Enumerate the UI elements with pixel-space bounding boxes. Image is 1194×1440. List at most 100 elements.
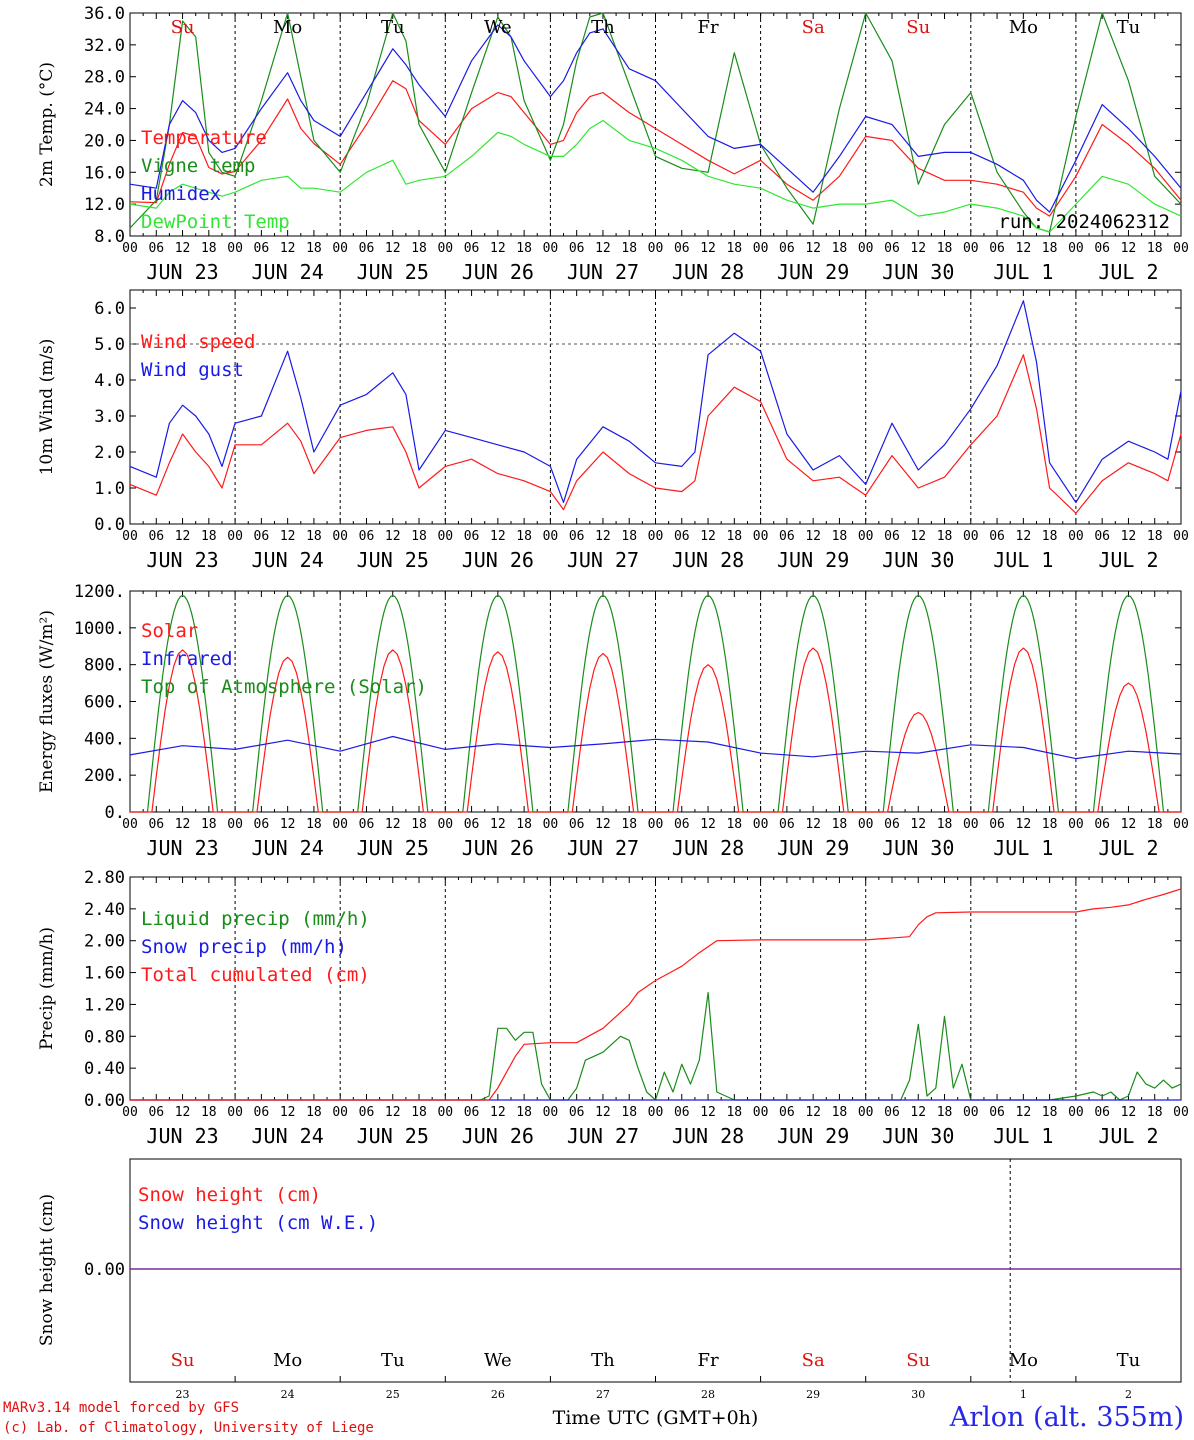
wind-panel-date-label: JUN 28 xyxy=(672,548,744,572)
temp-panel-y-tick-label: 16.0 xyxy=(84,163,125,183)
wind-panel-date-label: JUL 2 xyxy=(1098,548,1158,572)
temp-panel-hour-tick-label: 06 xyxy=(254,241,270,256)
flux-panel-hour-tick-label: 06 xyxy=(989,817,1005,832)
temp-panel-hour-tick-label: 00 xyxy=(1173,241,1189,256)
wind-panel-hour-tick-label: 06 xyxy=(359,529,375,544)
precip-panel-hour-tick-label: 12 xyxy=(1121,1105,1137,1120)
flux-panel-hour-tick-label: 18 xyxy=(621,817,637,832)
precip-panel-hour-tick-label: 06 xyxy=(674,1105,690,1120)
temp-panel-y-tick-label: 24.0 xyxy=(84,100,125,120)
temp-panel-hour-tick-label: 18 xyxy=(726,241,742,256)
wind-panel-hour-tick-label: 12 xyxy=(490,529,506,544)
precip-panel-hour-tick-label: 00 xyxy=(858,1105,874,1120)
temp-panel-weekday-label: Mo xyxy=(273,17,302,38)
precip-panel-y-axis-title: Precip (mm/h) xyxy=(37,927,57,1050)
precip-panel-hour-tick-label: 06 xyxy=(148,1105,164,1120)
flux-panel-hour-tick-label: 00 xyxy=(648,817,664,832)
wind-panel-y-tick-label: 3.0 xyxy=(94,407,125,427)
temp-panel-hour-tick-label: 12 xyxy=(1016,241,1032,256)
flux-panel-hour-tick-label: 18 xyxy=(937,817,953,832)
wind-panel-line-wind-gust xyxy=(129,300,1182,503)
flux-panel-hour-tick-label: 06 xyxy=(359,817,375,832)
precip-panel-y-tick-label: 0.80 xyxy=(84,1027,125,1047)
wind-panel-y-tick-label: 2.0 xyxy=(94,443,125,463)
x-axis-title: Time UTC (GMT+0h) xyxy=(553,1407,759,1429)
temp-panel-hour-tick-label: 06 xyxy=(779,241,795,256)
snow-panel-day-number: 28 xyxy=(701,1388,715,1401)
wind-panel-hour-tick-label: 18 xyxy=(1042,529,1058,544)
snow-panel-legend-entry: Snow height (cm) xyxy=(138,1184,321,1206)
lab-credit: (c) Lab. of Climatology, University of L… xyxy=(3,1420,374,1436)
wind-panel-legend-entry: Wind gust xyxy=(141,359,244,381)
flux-panel-y-tick-label: 400. xyxy=(84,729,125,749)
snow-panel-weekday-label: Tu xyxy=(1117,1350,1141,1371)
flux-panel-hour-tick-label: 00 xyxy=(227,817,243,832)
flux-panel-hour-tick-label: 18 xyxy=(201,817,217,832)
flux-panel-hour-tick-label: 00 xyxy=(543,817,559,832)
wind-panel-date-label: JUN 25 xyxy=(357,548,429,572)
flux-panel-y-tick-label: 1200. xyxy=(74,582,125,602)
temp-panel-date-label: JUN 29 xyxy=(777,260,849,284)
snow-panel-day-number: 29 xyxy=(806,1388,820,1401)
temp-panel-date-label: JUN 27 xyxy=(567,260,639,284)
temp-panel-hour-tick-label: 18 xyxy=(1042,241,1058,256)
precip-panel-hour-tick-label: 00 xyxy=(122,1105,138,1120)
temp-panel-date-label: JUN 30 xyxy=(882,260,954,284)
wind-panel-y-tick-label: 5.0 xyxy=(94,335,125,355)
wind-panel-hour-tick-label: 12 xyxy=(595,529,611,544)
wind-panel-hour-tick-label: 06 xyxy=(569,529,585,544)
temp-panel-hour-tick-label: 00 xyxy=(858,241,874,256)
flux-panel-hour-tick-label: 06 xyxy=(254,817,270,832)
wind-panel-legend-entry: Wind speed xyxy=(141,331,255,353)
flux-panel-legend-entry: Solar xyxy=(141,620,198,642)
precip-panel-y-tick-label: 2.40 xyxy=(84,900,125,920)
wind-panel-hour-tick-label: 06 xyxy=(674,529,690,544)
temp-panel-date-label: JUN 28 xyxy=(672,260,744,284)
wind-panel-date-label: JUN 26 xyxy=(462,548,534,572)
precip-panel-hour-tick-label: 06 xyxy=(884,1105,900,1120)
flux-panel-hour-tick-label: 18 xyxy=(1147,817,1163,832)
flux-panel-hour-tick-label: 06 xyxy=(1094,817,1110,832)
precip-panel-hour-tick-label: 18 xyxy=(411,1105,427,1120)
temp-panel-weekday-label: We xyxy=(484,17,512,38)
precip-panel-date-label: JUN 24 xyxy=(252,1124,324,1148)
temp-panel-hour-tick-label: 12 xyxy=(175,241,191,256)
precip-panel-hour-tick-label: 06 xyxy=(1094,1105,1110,1120)
snow-panel-weekday-label: Tu xyxy=(381,1350,405,1371)
flux-panel-y-tick-label: 800. xyxy=(84,656,125,676)
temp-panel-line-vigne-temp xyxy=(129,12,1182,233)
wind-panel-hour-tick-label: 06 xyxy=(254,529,270,544)
wind-panel-y-tick-label: 6.0 xyxy=(94,299,125,319)
temp-panel-weekday-label: Tu xyxy=(1117,17,1141,38)
precip-panel-hour-tick-label: 00 xyxy=(1068,1105,1084,1120)
run-label: run: 2024062312 xyxy=(998,211,1170,233)
precip-panel-hour-tick-label: 18 xyxy=(201,1105,217,1120)
flux-panel-date-label: JUN 26 xyxy=(462,836,534,860)
temp-panel-hour-tick-label: 00 xyxy=(753,241,769,256)
temp-panel-hour-tick-label: 18 xyxy=(411,241,427,256)
wind-panel-hour-tick-label: 12 xyxy=(1016,529,1032,544)
flux-panel-hour-tick-label: 12 xyxy=(280,817,296,832)
wind-panel-hour-tick-label: 12 xyxy=(175,529,191,544)
temp-panel-weekday-label: Tu xyxy=(381,17,405,38)
flux-panel-hour-tick-label: 06 xyxy=(569,817,585,832)
flux-panel-hour-tick-label: 00 xyxy=(1173,817,1189,832)
wind-panel-hour-tick-label: 06 xyxy=(779,529,795,544)
wind-panel-hour-tick-label: 06 xyxy=(989,529,1005,544)
wind-panel-y-tick-label: 0.0 xyxy=(94,515,125,535)
precip-panel-hour-tick-label: 18 xyxy=(516,1105,532,1120)
temp-panel-hour-tick-label: 12 xyxy=(490,241,506,256)
flux-panel-hour-tick-label: 12 xyxy=(805,817,821,832)
snow-panel-weekday-label: Fr xyxy=(698,1350,719,1371)
wind-panel-hour-tick-label: 12 xyxy=(700,529,716,544)
snow-panel-weekday-label: Sa xyxy=(802,1350,825,1371)
temp-panel-line-humidex xyxy=(129,24,1182,213)
flux-panel-date-label: JUL 1 xyxy=(993,836,1053,860)
wind-panel-hour-tick-label: 18 xyxy=(832,529,848,544)
snow-panel-day-number: 30 xyxy=(911,1388,925,1401)
precip-panel-hour-tick-label: 18 xyxy=(726,1105,742,1120)
temp-panel-hour-tick-label: 06 xyxy=(464,241,480,256)
temp-panel-weekday-label: Su xyxy=(171,17,195,38)
precip-panel-hour-tick-label: 12 xyxy=(385,1105,401,1120)
temp-panel-hour-tick-label: 12 xyxy=(805,241,821,256)
